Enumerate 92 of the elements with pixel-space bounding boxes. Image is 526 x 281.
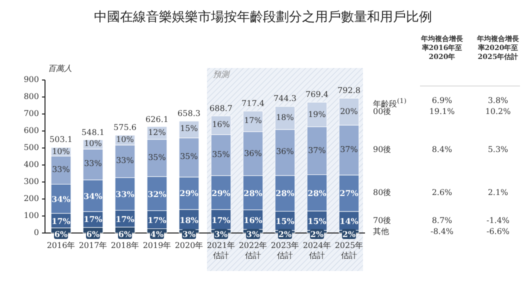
annotation: 17% <box>211 214 231 225</box>
total-label: 575.6 <box>112 123 138 134</box>
annotation: 17% <box>243 116 263 126</box>
total-label: 503.1 <box>48 135 74 146</box>
x-tick-label: 2025年估計 <box>334 241 364 261</box>
total-label: 769.4 <box>304 90 330 100</box>
annotation: 35% <box>179 152 199 162</box>
annotation: 10% <box>51 146 71 157</box>
x-tick-label: 2021年估計 <box>206 241 236 261</box>
text: 8.4% <box>430 145 454 156</box>
annotation: 20% <box>339 106 359 117</box>
annotation: 14% <box>339 216 359 226</box>
annotation: 34% <box>83 190 103 201</box>
y-tick-label: 100 <box>22 211 39 221</box>
annotation: 33% <box>115 188 135 199</box>
y-tick-label: 700 <box>22 109 39 119</box>
total-label: 548.1 <box>80 128 106 138</box>
x-tick-label: 2016年 <box>46 241 76 251</box>
annotation: 35% <box>211 150 231 160</box>
annotation: 29% <box>211 188 231 198</box>
text: 6.9% <box>430 96 454 106</box>
series-label: 70後 <box>373 216 392 226</box>
annotation: 18% <box>179 214 199 225</box>
annotation: 19% <box>307 110 327 120</box>
text: -1.4% <box>485 216 511 226</box>
annotation: 17% <box>115 214 135 224</box>
total-label: 744.3 <box>272 94 298 104</box>
annotation: 36% <box>243 148 263 159</box>
annotation: 35% <box>147 152 167 163</box>
y-tick-label: 0 <box>32 228 39 238</box>
annotation: 15% <box>179 124 199 134</box>
y-axis-title: 百萬人 <box>48 64 72 74</box>
x-tick-label: 2023年估計 <box>270 241 300 261</box>
chart-title: 中國在線音樂娛樂市場按年齡段劃分之用戶數量和用戶比例 <box>93 10 433 26</box>
annotation: 10% <box>115 135 135 146</box>
annotation: 36% <box>275 147 295 158</box>
annotation: 33% <box>51 165 71 176</box>
total-label: 688.7 <box>208 104 234 114</box>
text: 5.3% <box>486 145 510 156</box>
annotation: 29% <box>179 188 199 198</box>
total-label: 658.3 <box>176 109 202 120</box>
text: 8.7% <box>430 216 454 226</box>
annotation: 17% <box>51 216 71 226</box>
annotation: 16% <box>243 214 263 225</box>
annotation: 37% <box>339 145 359 156</box>
total-label: 792.8 <box>336 86 362 96</box>
series-label: 80後 <box>373 188 392 198</box>
text: 10.2% <box>484 106 512 117</box>
annotation: 10% <box>83 139 103 150</box>
annotation: 16% <box>211 120 231 130</box>
annotation: 32% <box>147 188 167 199</box>
y-tick-label: 500 <box>22 143 39 153</box>
legend-title: 年齡段$^{(1)}$ <box>373 96 406 109</box>
annotation: 34% <box>51 194 71 204</box>
series-label: 90後 <box>373 145 392 156</box>
annotation: 18% <box>275 112 295 123</box>
x-tick-label: 2022年估計 <box>238 241 268 261</box>
annotation: 28% <box>275 188 295 198</box>
text: -6.6% <box>485 226 511 237</box>
annotation: 12% <box>147 128 167 138</box>
annotation: 15% <box>307 216 327 226</box>
total-label: 717.4 <box>240 99 266 110</box>
y-tick-label: 400 <box>22 160 39 170</box>
y-tick-label: 300 <box>22 177 39 187</box>
annotation: 6% <box>86 229 100 239</box>
text: 19.1% <box>428 106 456 117</box>
text: 3.8% <box>486 96 510 106</box>
annotation: 28% <box>307 188 327 198</box>
text: -8.4% <box>429 226 455 237</box>
annotation: 37% <box>307 146 327 156</box>
legend-label: 其他 <box>373 226 389 237</box>
y-tick-label: 200 <box>22 194 39 204</box>
band-label: 預測 <box>213 70 229 80</box>
y-tick-label: 600 <box>22 126 39 136</box>
text: 2.1% <box>486 188 510 198</box>
annotation: 17% <box>147 214 167 225</box>
x-tick-label: 2020年 <box>174 241 204 251</box>
x-tick-label: 2019年 <box>142 241 172 251</box>
series-label: 00後 <box>373 106 392 117</box>
y-tick-label: 800 <box>22 92 39 102</box>
annotation: 33% <box>83 159 103 170</box>
annotation: 28% <box>243 188 263 198</box>
annotation: 33% <box>115 156 135 166</box>
x-tick-label: 2024年估計 <box>302 241 332 261</box>
annotation: 15% <box>275 216 295 226</box>
annotation: 27% <box>339 188 359 198</box>
text: 2.6% <box>430 188 454 198</box>
annotation: 17% <box>83 214 103 224</box>
x-tick-label: 2018年 <box>110 241 140 251</box>
y-tick-label: 900 <box>22 75 39 85</box>
x-tick-label: 2017年 <box>78 241 108 251</box>
total-label: 626.1 <box>144 114 170 125</box>
